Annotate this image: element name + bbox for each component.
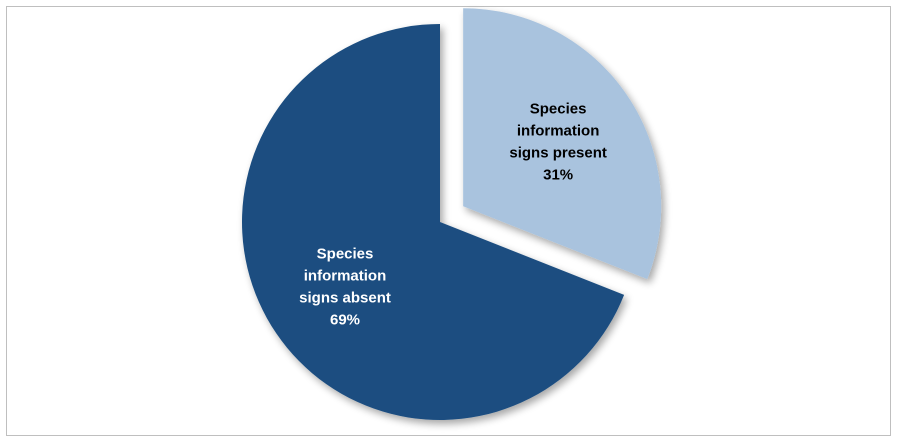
slice-label-line: Species — [530, 101, 587, 118]
slice-value-label: 31% — [543, 167, 573, 184]
slice-label-line: information — [517, 123, 600, 140]
slice-label-line: signs absent — [299, 290, 391, 307]
pie-slice-label-1: Species information signs absent 69% — [299, 246, 391, 329]
pie-labels: Species information signs present 31%Specie… — [299, 101, 607, 329]
pie-slice-label-0: Species information signs present 31% — [509, 101, 607, 184]
slice-label-line: signs present — [509, 145, 607, 162]
pie-slice-0 — [463, 8, 662, 280]
pie-slices — [241, 8, 662, 420]
slice-value-label: 69% — [330, 312, 360, 329]
pie-slice-1 — [241, 24, 625, 420]
slice-label-line: Species — [317, 246, 374, 263]
slice-label-line: information — [304, 268, 387, 285]
